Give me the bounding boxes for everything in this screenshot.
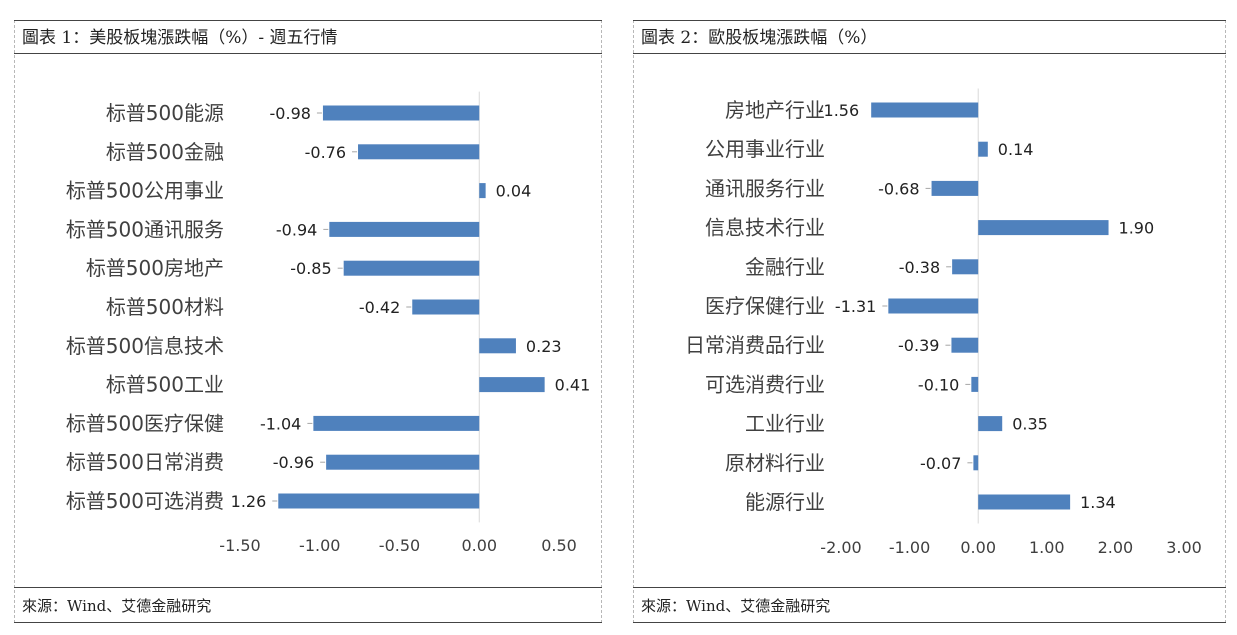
source-note: 來源：Wind、艾德金融研究 xyxy=(633,587,1226,623)
data-label: -1.04 xyxy=(260,414,301,433)
bar xyxy=(952,259,979,275)
category-label: 标普500材料 xyxy=(106,295,224,319)
bar xyxy=(931,180,979,196)
data-label: -0.68 xyxy=(878,179,919,198)
x-tick-label: -2.00 xyxy=(820,538,861,557)
data-label: -0.76 xyxy=(305,143,346,162)
us-sector-bar-chart: 标普500能源 -0.98 标普500金融 -0.76 标普500公用事业 0.04 标普5… xyxy=(66,91,591,555)
bar xyxy=(978,416,1003,432)
panel-frame xyxy=(14,20,602,623)
bar xyxy=(322,105,480,121)
x-tick-label: 3.00 xyxy=(1166,538,1202,557)
category-label: 原材料行业 xyxy=(725,451,825,475)
data-label: -0.07 xyxy=(920,454,961,473)
category-label: 房地产行业 xyxy=(725,98,825,122)
x-tick-label: 0.00 xyxy=(960,538,996,557)
bar xyxy=(971,376,979,392)
data-label: 1.26 xyxy=(231,492,267,511)
category-label: 标普500房地产 xyxy=(86,256,224,280)
category-label: 标普500公用事业 xyxy=(66,179,224,203)
eu-sector-bar-chart: 房地产行业-1.56 公用事业行业 0.14 通讯服务行业 -0.68 信息技术行业 1.9… xyxy=(685,88,1202,557)
data-label: -0.94 xyxy=(276,220,317,239)
bar xyxy=(479,377,545,393)
data-label: -0.96 xyxy=(273,453,314,472)
x-tick-label: -1.00 xyxy=(299,536,340,555)
bar xyxy=(326,454,480,470)
category-label: 标普500信息技术 xyxy=(66,334,224,358)
x-tick-label: -1.50 xyxy=(219,536,260,555)
bar xyxy=(888,298,979,314)
bar xyxy=(479,338,516,354)
category-label: 标普500能源 xyxy=(106,101,224,125)
category-label: 标普500可选消费 xyxy=(66,489,224,513)
bar xyxy=(343,260,480,276)
data-label: 0.41 xyxy=(555,376,591,395)
data-label: 0.35 xyxy=(1012,415,1048,434)
category-label: 公用事业行业 xyxy=(705,137,825,161)
bar xyxy=(358,144,480,160)
data-label: -0.10 xyxy=(918,375,959,394)
bar xyxy=(313,415,480,431)
bar xyxy=(412,299,480,315)
x-tick-label: -0.50 xyxy=(379,536,420,555)
chart-title: 圖表 2：歐股板塊漲跌幅（%） xyxy=(633,20,1226,54)
category-label: 标普500医疗保健 xyxy=(66,411,224,435)
data-label: -0.98 xyxy=(270,104,311,123)
category-label: 医疗保健行业 xyxy=(705,294,825,318)
data-label: -0.42 xyxy=(359,298,400,317)
data-label: -0.38 xyxy=(899,258,940,277)
chart-panel-us: 圖表 1：美股板塊漲跌幅（%）- 週五行情 标普500能源 -0.98 标普500金… xyxy=(14,20,602,623)
source-note: 來源：Wind、艾德金融研究 xyxy=(14,587,602,623)
data-label: 1.90 xyxy=(1119,219,1155,238)
category-label: 金融行业 xyxy=(745,255,825,279)
data-label: 0.23 xyxy=(526,337,562,356)
category-label: 标普500通讯服务 xyxy=(66,217,224,241)
x-tick-label: 0.00 xyxy=(461,536,497,555)
category-label: 标普500日常消费 xyxy=(66,450,224,474)
bar xyxy=(951,337,979,353)
category-label: 工业行业 xyxy=(745,412,825,436)
bar xyxy=(479,183,486,199)
bar xyxy=(278,493,480,509)
data-label: -1.56 xyxy=(818,101,859,120)
x-tick-label: -1.00 xyxy=(889,538,930,557)
data-label: 0.14 xyxy=(998,140,1034,159)
category-label: 标普500金融 xyxy=(106,140,224,164)
x-tick-label: 0.50 xyxy=(541,536,577,555)
category-label: 信息技术行业 xyxy=(705,216,825,240)
data-label: -0.85 xyxy=(290,259,331,278)
x-tick-label: 2.00 xyxy=(1098,538,1134,557)
category-label: 日常消费品行业 xyxy=(685,333,825,357)
chart-title: 圖表 1：美股板塊漲跌幅（%）- 週五行情 xyxy=(14,20,602,54)
data-label: 0.04 xyxy=(496,182,532,201)
bar xyxy=(978,220,1109,236)
x-tick-label: 1.00 xyxy=(1029,538,1065,557)
bar xyxy=(871,102,979,118)
category-label: 标普500工业 xyxy=(106,373,224,397)
data-label: 1.34 xyxy=(1080,493,1116,512)
bar xyxy=(973,455,979,471)
data-label: -0.39 xyxy=(898,336,939,355)
bar xyxy=(978,141,988,157)
bar xyxy=(978,494,1071,510)
bar xyxy=(329,221,480,237)
category-label: 能源行业 xyxy=(745,490,825,514)
panel-frame xyxy=(633,20,1226,623)
chart-panel-eu: 圖表 2：歐股板塊漲跌幅（%） 房地产行业 -1.56 公用事业行业 0.14 通讯服务… xyxy=(633,20,1226,623)
data-label: -1.31 xyxy=(835,297,876,316)
category-label: 可选消费行业 xyxy=(705,372,825,396)
category-label: 通讯服务行业 xyxy=(705,176,825,200)
